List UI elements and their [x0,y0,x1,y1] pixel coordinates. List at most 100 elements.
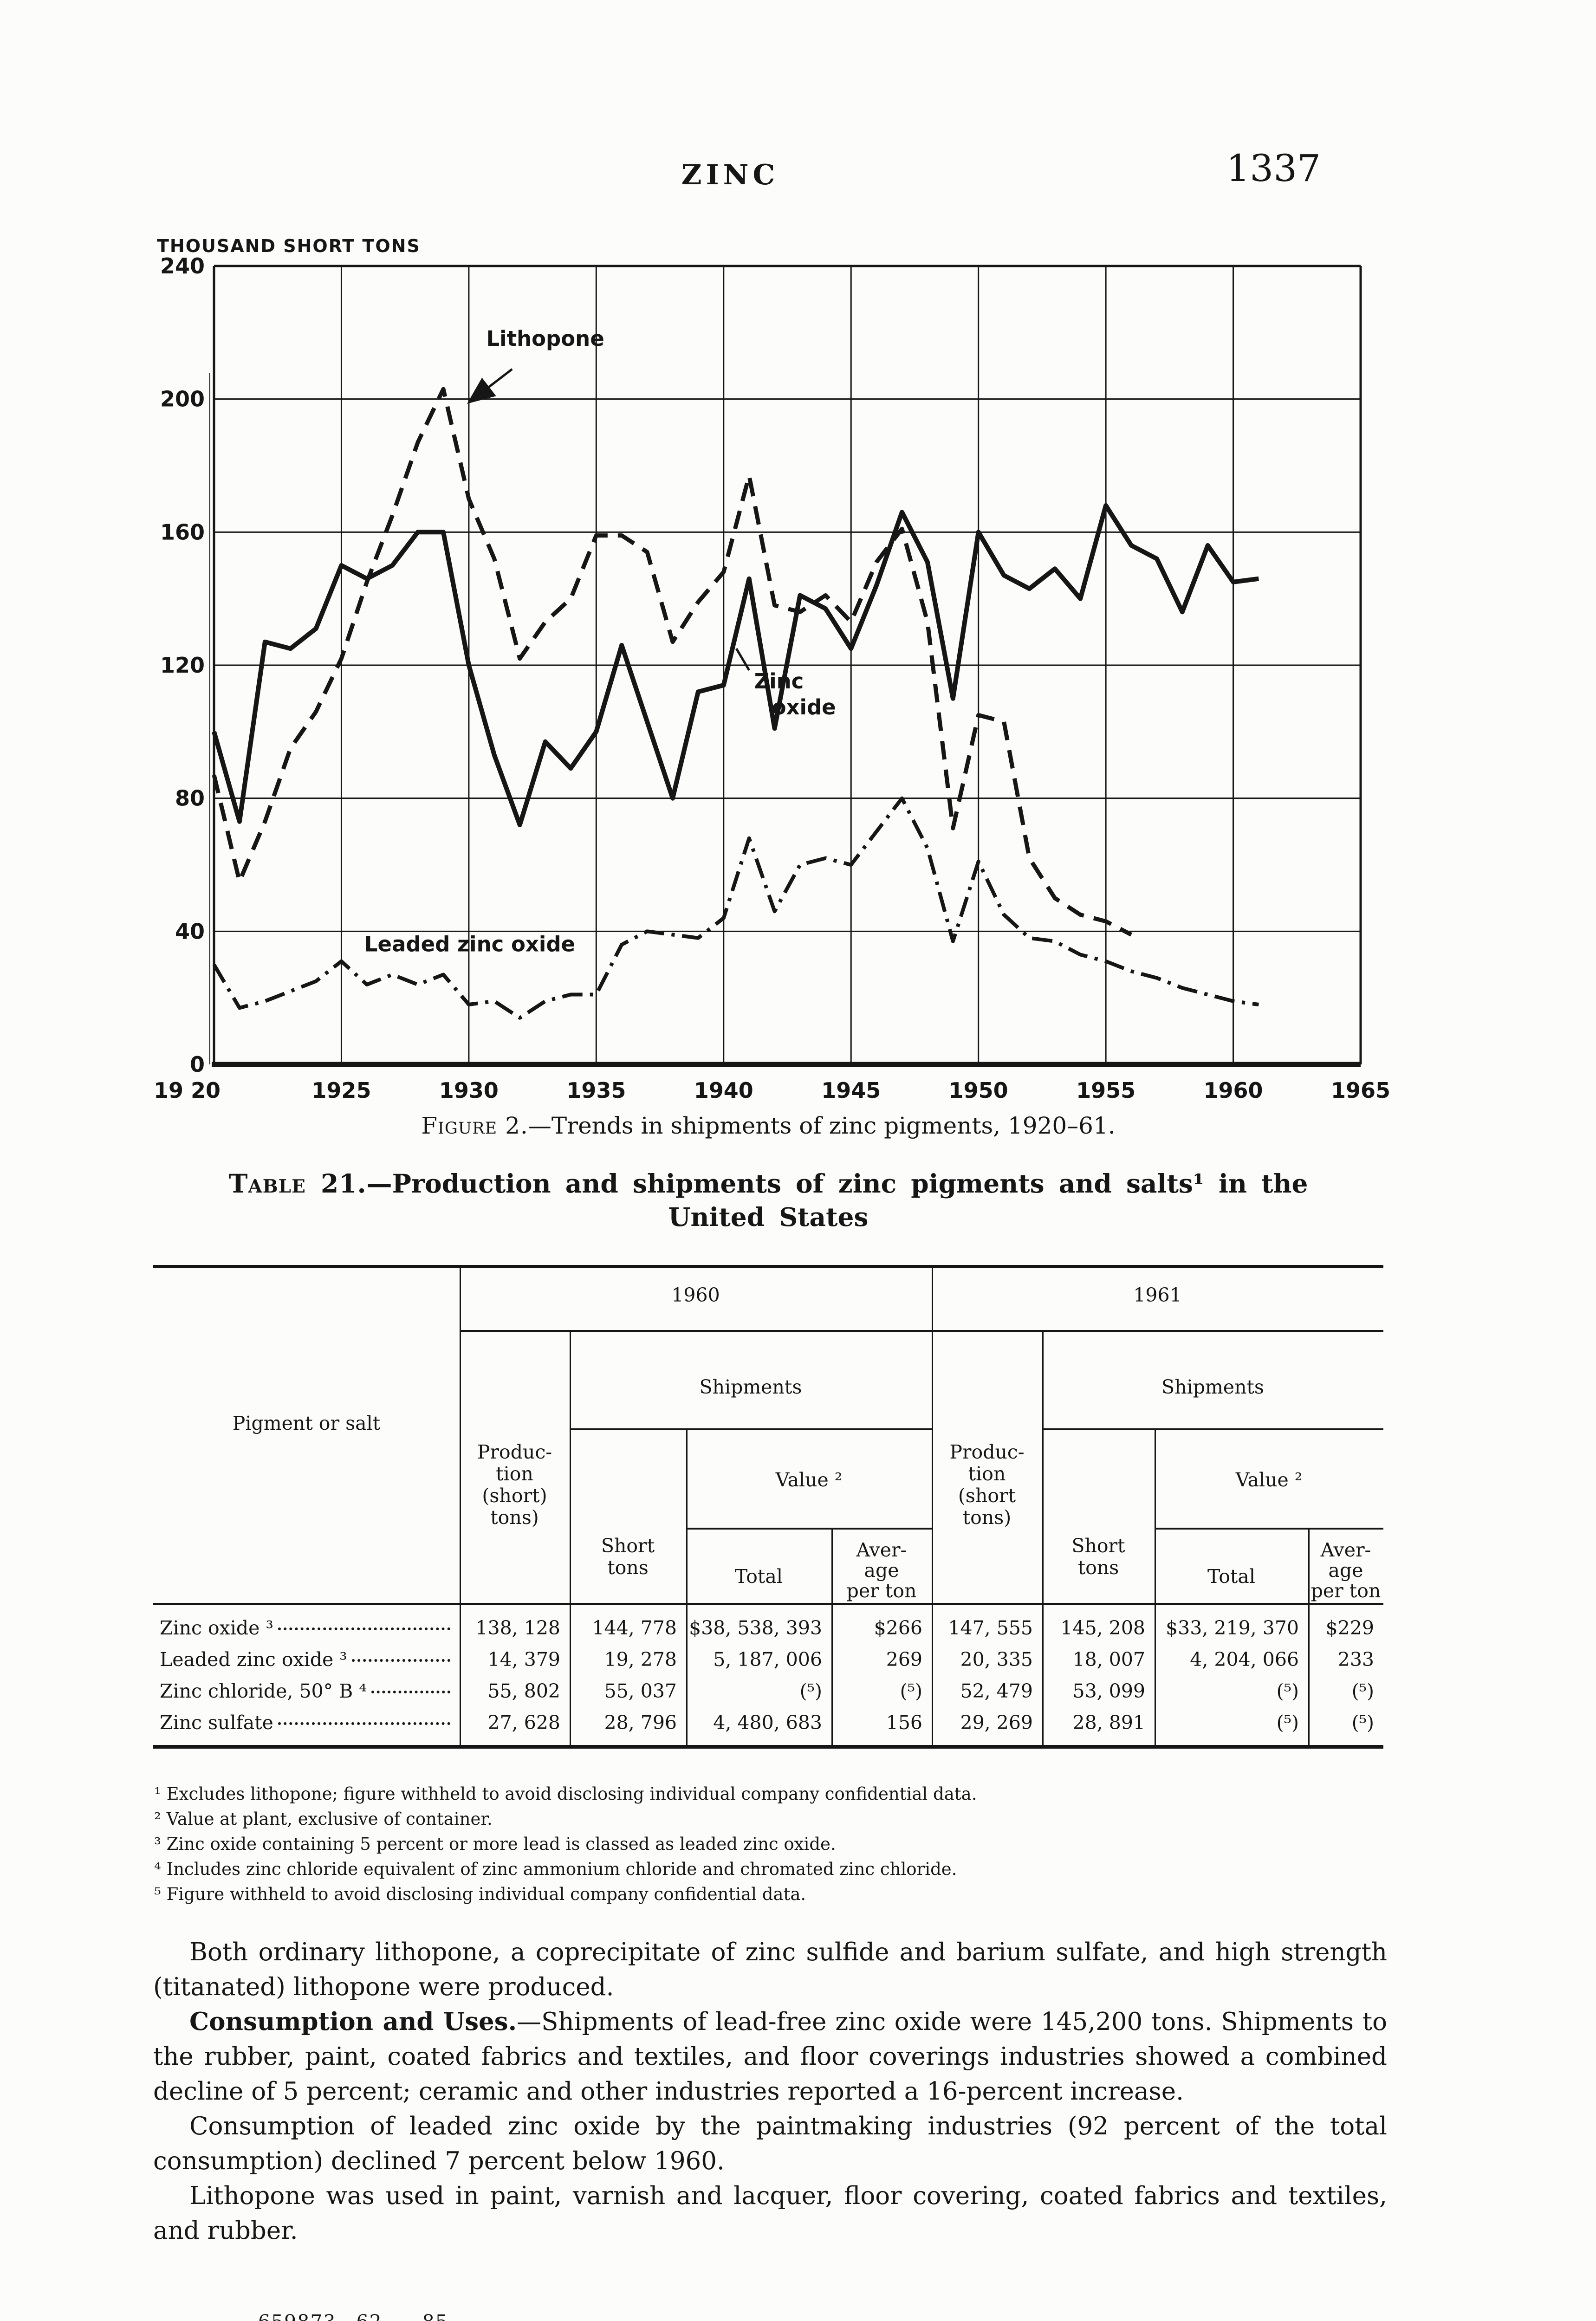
table-cell: 156 [886,1712,922,1734]
col-divider [1155,1430,1156,1745]
body-paragraph: Consumption of leaded zinc oxide by the … [153,2112,1387,2175]
col-header-average-1961: Aver- age per ton [1311,1539,1381,1602]
shipments-rule-1961 [1042,1428,1383,1430]
table-cell: 20, 335 [960,1648,1033,1671]
svg-text:1945: 1945 [821,1078,881,1103]
svg-text:Leaded zinc oxide: Leaded zinc oxide [364,932,575,956]
svg-text:1965: 1965 [1331,1078,1390,1103]
col-header-total-1961: Total [1207,1565,1255,1588]
body-paragraph: Consumption and Uses.—Shipments of lead-… [153,2007,1388,2106]
svg-text:1925: 1925 [311,1078,371,1103]
figure2-chart: 0 40 80 120 160 200 240 19 20 1925 1930 1935 1940 19… [153,232,1397,1114]
table-cell: 269 [886,1648,922,1671]
table-cell: 147, 555 [948,1617,1033,1639]
col-header-1960: 1960 [671,1284,720,1306]
footnote: ² Value at plant, exclusive of container… [154,1809,493,1829]
table-cell: 5, 187, 006 [713,1648,822,1671]
col-header-production-1961: Produc- tion (short tons) [949,1441,1025,1529]
value-rule-1960 [686,1528,932,1530]
svg-text:THOUSAND SHORT TONS: THOUSAND SHORT TONS [157,236,421,256]
svg-text:1955: 1955 [1076,1078,1135,1103]
svg-text:Zinc: Zinc [754,669,804,694]
table-cell: 55, 037 [604,1680,677,1702]
col-divider [460,1268,461,1745]
table-bottom-rule [153,1745,1383,1749]
body-text: Both ordinary lithopone, a coprecipitate… [153,1935,1387,2248]
table-cell: 145, 208 [1060,1617,1145,1639]
value-rule-1961 [1155,1528,1383,1530]
footnote: ⁵ Figure withheld to avoid disclosing in… [154,1884,806,1904]
shipments-rule-1960 [570,1428,932,1430]
col-divider [1308,1530,1310,1745]
col-header-average-1960: Aver- age per ton [846,1539,917,1602]
dot-leader [351,1659,450,1662]
header-bottom-rule [153,1603,1383,1605]
svg-text:19 20: 19 20 [154,1078,221,1103]
table-cell: 28, 891 [1072,1712,1146,1734]
table-cell: 27, 628 [487,1712,561,1734]
table-cell: 55, 802 [487,1680,561,1702]
footnote: ³ Zinc oxide containing 5 percent or mor… [154,1834,836,1854]
svg-text:1960: 1960 [1204,1078,1263,1103]
svg-text:160: 160 [160,519,205,545]
figure-caption: Figure 2.—Trends in shipments of zinc pi… [153,1112,1383,1139]
svg-text:Lithopone: Lithopone [486,326,604,351]
dot-leader [371,1691,450,1693]
col-header-total-1960: Total [735,1565,783,1588]
table-cell: 138, 128 [475,1617,560,1639]
svg-text:200: 200 [160,387,205,412]
col-divider [1042,1332,1044,1745]
table-title-label: Table 21. [228,1168,367,1199]
col-header-1961: 1961 [1133,1284,1182,1306]
year-header-rule [460,1330,1383,1332]
paragraph-lead: Consumption and Uses. [189,2007,517,2036]
table-cell: 18, 007 [1072,1648,1146,1671]
table-row-label: Zinc chloride, 50° B ⁴ [160,1680,454,1709]
figure-caption-text: —Trends in shipments of zinc pigments, 1… [528,1112,1116,1139]
svg-text:1950: 1950 [949,1078,1008,1103]
footnotes: ¹ Excludes lithopone; figure withheld to… [154,1782,1380,1907]
svg-text:1935: 1935 [566,1078,626,1103]
table-cell: 233 [1337,1648,1374,1671]
col-divider [686,1430,688,1745]
col-header-short-tons-1960: Short tons [601,1535,655,1579]
figure-chart-svg: 0 40 80 120 160 200 240 19 20 1925 1930 1935 1940 19… [154,236,1390,1103]
table-cell: $229 [1325,1617,1374,1639]
col-header-shipments-1961: Shipments [1161,1376,1264,1398]
svg-text:oxide: oxide [772,695,836,720]
table-cell: (⁵) [900,1680,922,1702]
dot-leader [278,1627,450,1630]
svg-text:1940: 1940 [694,1078,753,1103]
table-cell: $33, 219, 370 [1166,1617,1299,1639]
col-header-value-1960: Value ² [775,1469,843,1491]
figure-caption-label: Figure 2. [421,1112,528,1139]
table-top-rule [153,1265,1383,1268]
table-cell: 14, 379 [487,1648,561,1671]
dot-leader [278,1722,450,1725]
col-header-short-tons-1961: Short tons [1071,1535,1125,1579]
table-title: Table 21.—Production and shipments of zi… [107,1167,1430,1234]
col-header-value-1961: Value ² [1235,1469,1303,1491]
col-divider [831,1530,833,1745]
table-cell: (⁵) [1276,1680,1299,1702]
body-paragraph: Lithopone was used in paint, varnish and… [153,2182,1387,2245]
table-cell: 52, 479 [960,1680,1033,1702]
table-row-label: Zinc oxide ³ [160,1617,454,1646]
table-cell: 28, 796 [604,1712,677,1734]
print-signature: 659873—62——85 [258,2311,448,2321]
table-cell: (⁵) [1351,1680,1374,1702]
svg-text:80: 80 [175,786,205,811]
svg-text:0: 0 [190,1052,205,1077]
page-title: ZINC [681,159,779,191]
svg-text:240: 240 [160,253,205,279]
year-group-divider [932,1268,933,1745]
col-header-pigment: Pigment or salt [232,1412,381,1434]
table-row-label: Zinc sulfate [160,1712,454,1740]
svg-text:120: 120 [160,653,205,678]
footnote: ¹ Excludes lithopone; figure withheld to… [154,1784,977,1804]
table-cell: 4, 480, 683 [713,1712,822,1734]
svg-text:40: 40 [175,919,205,944]
table-cell: $38, 538, 393 [689,1617,822,1639]
table-cell: 144, 778 [592,1617,677,1639]
